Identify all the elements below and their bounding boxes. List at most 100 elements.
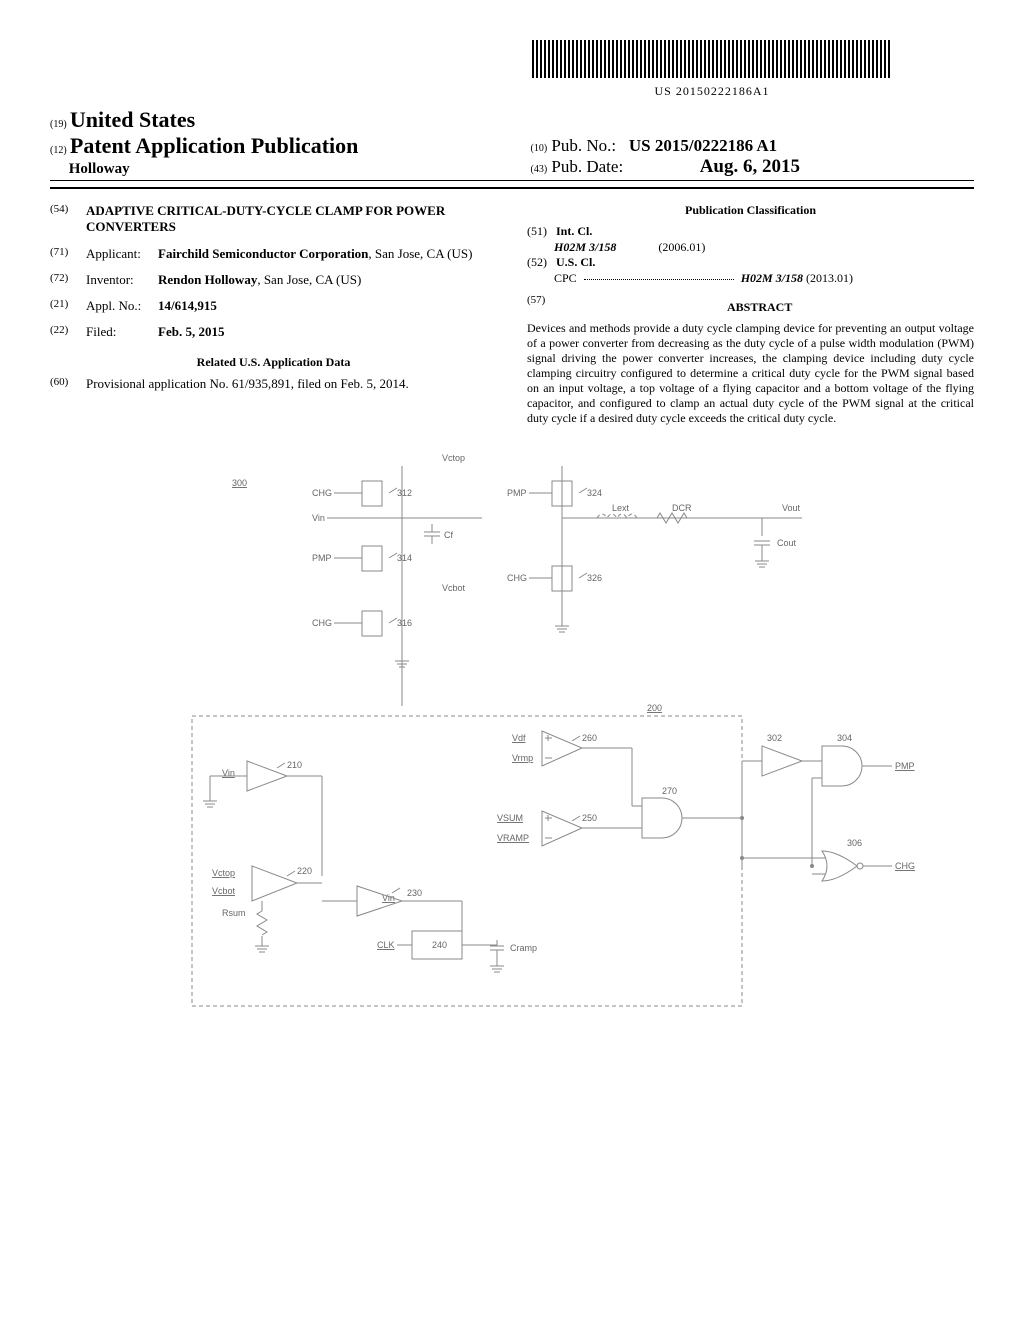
inventor-header: Holloway: [50, 161, 494, 178]
inventor-name: Rendon Holloway: [158, 272, 257, 287]
int-cl-class: H02M 3/158: [554, 240, 616, 254]
int-cl-label: Int. Cl.: [556, 224, 592, 238]
country-line: (19) United States: [50, 107, 494, 133]
label-pmp-out: PMP: [895, 761, 915, 771]
label-200: 200: [647, 703, 662, 713]
label-210: 210: [287, 760, 302, 770]
label-vcbot-220: Vcbot: [212, 886, 236, 896]
label-vcbot: Vcbot: [442, 583, 466, 593]
label-vctop-220: Vctop: [212, 868, 235, 878]
us-cl-label: U.S. Cl.: [556, 255, 595, 269]
label-vin-top: Vin: [312, 513, 325, 523]
us-cl-row: (52) U.S. Cl.: [527, 255, 974, 271]
label-230: 230: [407, 888, 422, 898]
circuit-diagram: .ln { stroke: #888; stroke-width: 1; fil…: [100, 446, 924, 1026]
label-vsum: VSUM: [497, 813, 523, 823]
label-dcr: DCR: [672, 503, 692, 513]
label-314: 314: [397, 553, 412, 563]
label-250: 250: [582, 813, 597, 823]
inventor-label: Inventor:: [86, 272, 158, 288]
pub-type-line: (12) Patent Application Publication: [50, 133, 494, 159]
label-300: 300: [232, 478, 247, 488]
appl-code: (21): [50, 298, 86, 314]
label-304: 304: [837, 733, 852, 743]
filed-date: Feb. 5, 2015: [158, 324, 497, 340]
title-field: (54) ADAPTIVE CRITICAL-DUTY-CYCLE CLAMP …: [50, 203, 497, 236]
cpc-row: CPC H02M 3/158 (2013.01): [527, 271, 974, 287]
header-right: (10) Pub. No.: US 2015/0222186 A1 (43) P…: [530, 136, 974, 178]
inventor-loc: San Jose, CA (US): [264, 272, 362, 287]
applicant-field: (71) Applicant: Fairchild Semiconductor …: [50, 246, 497, 262]
filed-field: (22) Filed: Feb. 5, 2015: [50, 324, 497, 340]
applicant-label: Applicant:: [86, 246, 158, 262]
pub-date: Aug. 6, 2015: [700, 156, 800, 177]
label-240: 240: [432, 940, 447, 950]
country-code: (19): [50, 119, 67, 130]
filed-label: Filed:: [86, 324, 158, 340]
filed-code: (22): [50, 324, 86, 340]
us-cl-code: (52): [527, 255, 547, 269]
label-chg-326: CHG: [507, 573, 527, 583]
pub-date-label: Pub. Date:: [551, 157, 623, 176]
pub-no-label: Pub. No.:: [551, 136, 616, 155]
header-left: (19) United States (12) Patent Applicati…: [50, 107, 494, 178]
right-column: Publication Classification (51) Int. Cl.…: [527, 203, 974, 426]
appl-no-field: (21) Appl. No.: 14/614,915: [50, 298, 497, 314]
appl-no: 14/614,915: [158, 298, 497, 314]
diagram-area: .ln { stroke: #888; stroke-width: 1; fil…: [50, 446, 974, 1030]
classification-title: Publication Classification: [527, 203, 974, 218]
barcode-text: US 20150222186A1: [450, 84, 974, 99]
applicant-value: Fairchild Semiconductor Corporation, San…: [158, 246, 497, 262]
label-vctop: Vctop: [442, 453, 465, 463]
label-vrmp: Vrmp: [512, 753, 533, 763]
label-302: 302: [767, 733, 782, 743]
left-column: (54) ADAPTIVE CRITICAL-DUTY-CYCLE CLAMP …: [50, 203, 497, 426]
label-vdf: Vdf: [512, 733, 526, 743]
pub-date-code: (43): [530, 164, 547, 175]
divider-thin: [50, 180, 974, 181]
appl-label: Appl. No.:: [86, 298, 158, 314]
header-row: (19) United States (12) Patent Applicati…: [50, 107, 974, 178]
barcode-region: US 20150222186A1: [50, 40, 974, 99]
label-316: 316: [397, 618, 412, 628]
provisional-field: (60) Provisional application No. 61/935,…: [50, 376, 497, 392]
label-clk: CLK: [377, 940, 395, 950]
label-324: 324: [587, 488, 602, 498]
label-pmp-324: PMP: [507, 488, 527, 498]
cpc-label: CPC: [554, 271, 577, 285]
label-vout: Vout: [782, 503, 801, 513]
label-270: 270: [662, 786, 677, 796]
inventor-code: (72): [50, 272, 86, 288]
pub-type: Patent Application Publication: [70, 133, 358, 158]
applicant-code: (71): [50, 246, 86, 262]
pub-no: US 2015/0222186 A1: [629, 136, 777, 155]
label-rsum: Rsum: [222, 908, 246, 918]
pub-no-line: (10) Pub. No.: US 2015/0222186 A1: [530, 136, 974, 156]
inventor-field: (72) Inventor: Rendon Holloway, San Jose…: [50, 272, 497, 288]
label-326: 326: [587, 573, 602, 583]
label-chg-out: CHG: [895, 861, 915, 871]
content-columns: (54) ADAPTIVE CRITICAL-DUTY-CYCLE CLAMP …: [50, 203, 974, 426]
title-code: (54): [50, 203, 86, 236]
abstract-code: (57): [527, 294, 545, 321]
inventor-value: Rendon Holloway, San Jose, CA (US): [158, 272, 497, 288]
int-cl-code: (51): [527, 224, 547, 238]
provisional-code: (60): [50, 376, 86, 392]
country-name: United States: [70, 107, 195, 132]
abstract-title: ABSTRACT: [545, 300, 974, 315]
label-cf: Cf: [444, 530, 453, 540]
abstract-header: (57) ABSTRACT: [527, 294, 974, 321]
applicant-name: Fairchild Semiconductor Corporation: [158, 246, 368, 261]
abstract-text: Devices and methods provide a duty cycle…: [527, 321, 974, 426]
label-chg-316: CHG: [312, 618, 332, 628]
pub-type-code: (12): [50, 145, 67, 156]
pub-date-line: (43) Pub. Date: Aug. 6, 2015: [530, 156, 974, 178]
label-pmp-314: PMP: [312, 553, 332, 563]
invention-title: ADAPTIVE CRITICAL-DUTY-CYCLE CLAMP FOR P…: [86, 203, 497, 236]
label-lext: Lext: [612, 503, 630, 513]
int-cl-date: (2006.01): [658, 240, 705, 254]
related-title: Related U.S. Application Data: [50, 355, 497, 370]
label-cout: Cout: [777, 538, 797, 548]
label-312: 312: [397, 488, 412, 498]
applicant-loc: San Jose, CA (US): [375, 246, 473, 261]
